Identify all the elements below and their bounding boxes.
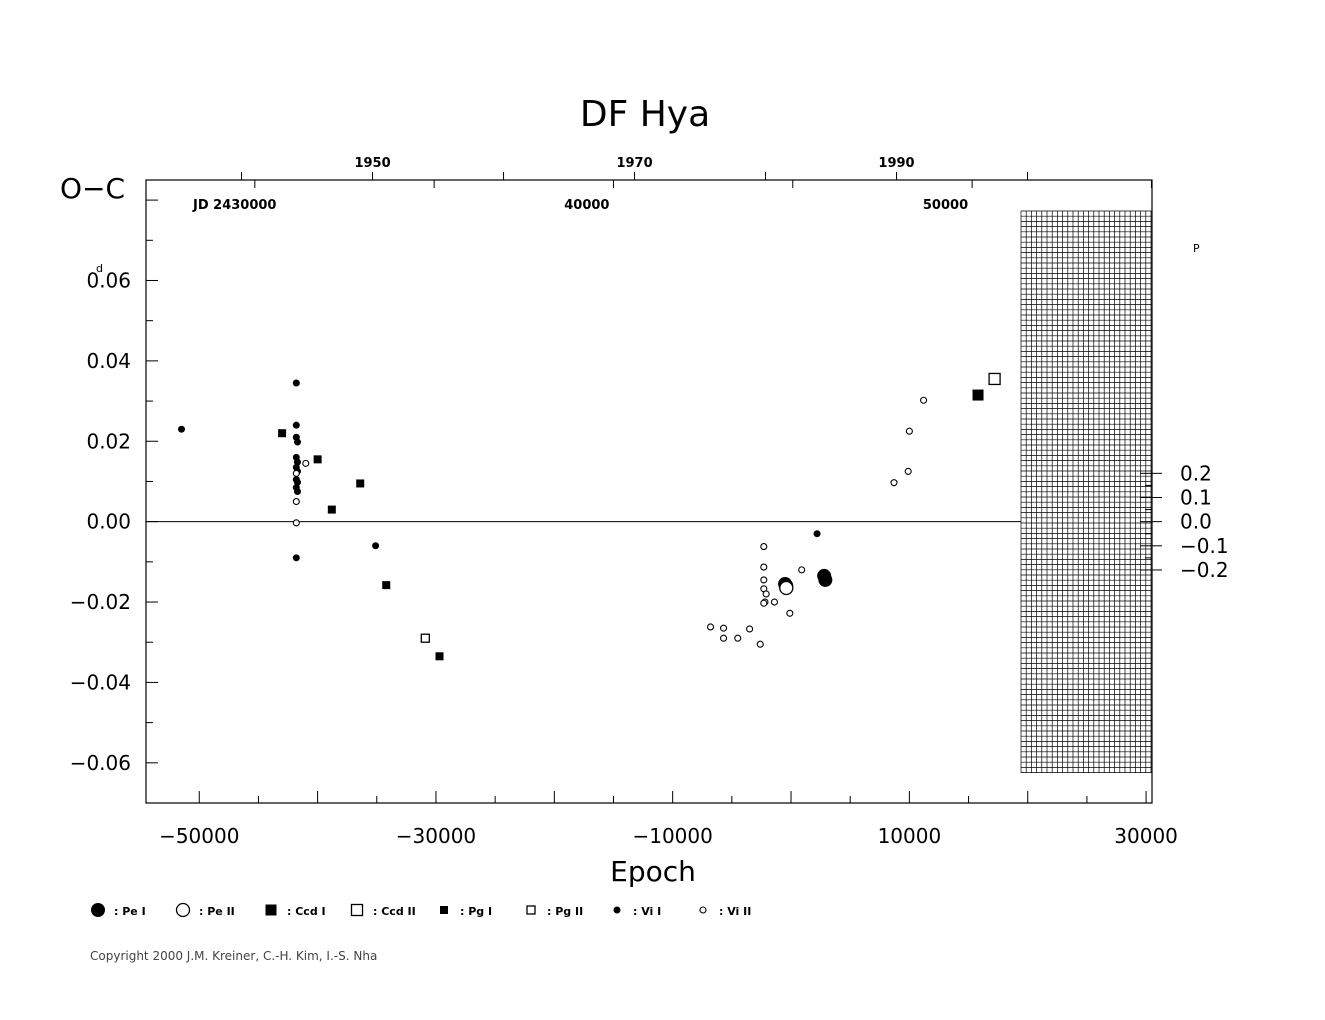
chart-title: DF Hya <box>580 94 710 135</box>
data-point-pg1 <box>313 455 322 464</box>
x-axis-label: Epoch <box>610 855 696 888</box>
y2-tick-label: 0.1 <box>1180 485 1212 509</box>
y-tick-label: −0.02 <box>70 590 131 614</box>
data-point-vi1 <box>813 530 821 538</box>
data-point-vi2 <box>706 623 715 631</box>
x-tick-label: −10000 <box>632 824 712 848</box>
x-tick-label: −50000 <box>159 824 239 848</box>
y-tick-label: −0.04 <box>70 670 131 694</box>
data-point-vi2 <box>734 634 742 642</box>
data-point-vi2 <box>760 543 768 551</box>
y-tick-label: 0.00 <box>86 510 131 534</box>
data-point-vi2 <box>292 519 300 527</box>
data-point-vi1 <box>293 488 301 495</box>
data-point-pg2 <box>420 633 430 643</box>
top-year-label: 1970 <box>616 156 652 171</box>
legend-marker-pe2 <box>175 902 191 918</box>
data-point-vi2 <box>302 459 310 467</box>
y-unit-label: d <box>96 262 103 275</box>
data-point-vi1 <box>293 478 301 486</box>
data-point-vi1 <box>292 421 300 429</box>
legend-label: : Pg II <box>547 905 583 918</box>
y2-tick-label: 0.2 <box>1180 461 1212 485</box>
y-tick-label: 0.04 <box>86 349 131 373</box>
data-point-vi2 <box>798 566 806 574</box>
data-point-vi1 <box>292 379 300 387</box>
data-point-ccd2 <box>988 372 1001 386</box>
legend-marker-pg2 <box>526 905 536 915</box>
data-point-pe1 <box>818 572 833 587</box>
data-point-vi2 <box>762 590 770 598</box>
data-point-vi2 <box>905 427 913 435</box>
y-axis-label: O−C <box>60 172 125 205</box>
data-point-pg1 <box>278 429 287 438</box>
y-tick-label: 0.06 <box>86 268 131 292</box>
data-point-vi1 <box>292 554 300 562</box>
data-point-vi2 <box>786 609 794 617</box>
legend: : Pe I : Pe II : Ccd I : Ccd II : Pg I : Pg I… <box>91 902 751 918</box>
top-year-label: 1990 <box>878 156 914 171</box>
legend-marker-pg1 <box>440 906 448 914</box>
tick-labels: −50000 −30000 −10000 10000 30000 0.06 0.04 0.02… <box>70 156 1229 848</box>
legend-label: : Ccd I <box>287 905 326 918</box>
data-point-pg1 <box>435 652 444 661</box>
data-point-vi2 <box>756 640 764 648</box>
data-point-vi1 <box>372 542 380 550</box>
data-point-vi1 <box>293 438 301 446</box>
y2-tick-label: −0.1 <box>1180 534 1229 558</box>
legend-label: : Pg I <box>460 905 492 918</box>
legend-label: : Pe II <box>199 905 235 918</box>
y2-tick-label: −0.2 <box>1180 558 1229 582</box>
legend-marker-vi1 <box>613 906 621 914</box>
x-tick-label: 10000 <box>878 824 942 848</box>
data-point-vi2 <box>760 576 768 584</box>
data-point-vi2 <box>292 469 300 477</box>
data-point-pg1 <box>327 505 336 514</box>
data-point-vi2 <box>904 467 912 475</box>
top-jd-label: 50000 <box>923 198 968 213</box>
legend-label: : Vi I <box>633 905 661 918</box>
data-points <box>178 372 1001 661</box>
axes <box>145 172 1162 804</box>
copyright-text: Copyright 2000 J.M. Kreiner, C.-H. Kim, … <box>90 949 378 963</box>
x-tick-label: −30000 <box>396 824 476 848</box>
data-point-vi1 <box>293 458 301 466</box>
legend-label: : Ccd II <box>373 905 416 918</box>
data-point-vi2 <box>920 396 928 404</box>
data-point-vi2 <box>720 624 728 632</box>
jd-offset-label: JD 2430000 <box>192 198 276 213</box>
data-point-vi2 <box>890 479 898 487</box>
legend-marker-vi2 <box>699 906 707 914</box>
top-year-label: 1950 <box>354 156 390 171</box>
legend-marker-ccd2 <box>350 903 364 917</box>
data-point-pe2 <box>779 580 794 596</box>
plot-frame <box>145 179 1153 804</box>
legend-label: : Pe I <box>114 905 146 918</box>
legend-label: : Vi II <box>719 905 751 918</box>
data-point-vi2 <box>746 625 754 633</box>
y2-unit-label: P <box>1193 242 1200 255</box>
data-point-vi2 <box>292 497 300 506</box>
data-point-vi2 <box>760 563 768 571</box>
legend-marker-pe1 <box>91 903 105 917</box>
legend-marker-ccd1 <box>265 904 277 916</box>
hatched-region <box>1020 210 1152 773</box>
data-point-pg1 <box>382 581 391 590</box>
data-point-vi2 <box>720 634 728 642</box>
y2-tick-label: 0.0 <box>1180 510 1212 534</box>
y-tick-label: −0.06 <box>70 751 131 775</box>
data-point-ccd1 <box>972 389 984 401</box>
data-point-vi1 <box>178 425 186 433</box>
data-point-vi2 <box>770 598 779 606</box>
data-point-vi2 <box>760 599 768 607</box>
y-tick-label: 0.02 <box>86 429 131 453</box>
top-jd-label: 40000 <box>564 198 609 213</box>
data-point-pg1 <box>356 479 365 488</box>
x-tick-label: 30000 <box>1114 824 1178 848</box>
